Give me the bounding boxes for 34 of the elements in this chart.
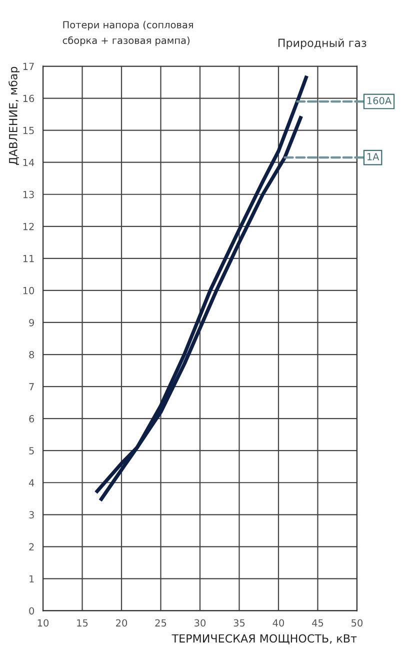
x-tick-label: 20 <box>116 619 128 627</box>
y-axis-title: ДАВЛЕНИЕ, мбар <box>8 66 20 165</box>
y-tick-label: 16 <box>23 94 34 102</box>
y-tick-label: 2 <box>29 543 34 550</box>
chart-title: Потери напора (сопловая сборка + газовая рампа) <box>62 20 193 46</box>
line-series <box>98 74 309 502</box>
annotation: 1A <box>367 153 380 160</box>
chart-subtitle: Природный газ <box>278 38 366 50</box>
x-tick-label: 30 <box>194 619 206 627</box>
annotation: 160A <box>367 96 392 104</box>
x-tick-label: 10 <box>38 619 49 627</box>
y-tick-label: 11 <box>23 255 34 262</box>
y-tick-label: 13 <box>23 190 34 198</box>
x-tick-label: 50 <box>352 619 363 627</box>
y-tick-label: 4 <box>28 479 34 486</box>
x-tick-label: 25 <box>155 619 166 627</box>
y-tick-label: 0 <box>29 607 34 615</box>
y-tick-label: 17 <box>23 62 34 70</box>
y-tick-label: 7 <box>29 383 34 390</box>
y-tick-label: 15 <box>23 126 34 134</box>
y-tick-label: 8 <box>29 350 34 358</box>
y-tick-label: 6 <box>29 415 34 422</box>
y-tick-label: 14 <box>23 158 34 166</box>
y-tick-label: 5 <box>29 447 34 454</box>
y-tick-label: 1 <box>30 575 34 582</box>
y-tick-label: 12 <box>23 222 34 230</box>
x-axis-title: ТЕРМИЧЕСКАЯ МОЩНОСТЬ, кВт <box>172 634 357 644</box>
x-tick-label: 35 <box>234 619 245 627</box>
x-tick-label: 45 <box>312 619 324 627</box>
y-tick-label: 3 <box>29 511 34 518</box>
x-tick-label: 15 <box>77 619 88 627</box>
y-tick-label: 9 <box>29 318 34 326</box>
x-tick-label: 40 <box>272 619 284 627</box>
y-tick-label: 10 <box>23 286 34 294</box>
